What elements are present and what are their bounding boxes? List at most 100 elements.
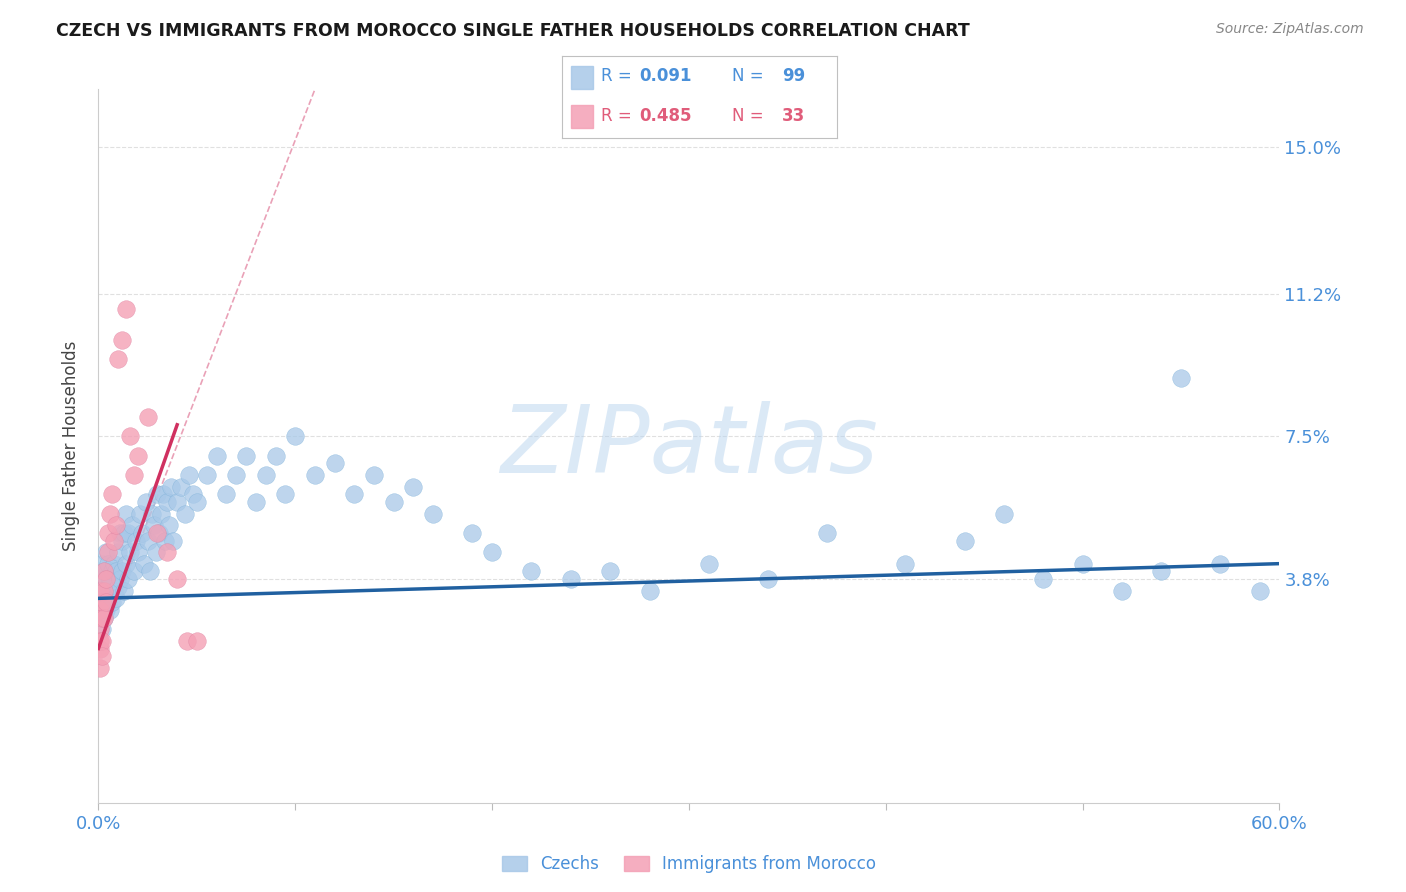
Point bbox=[91, 649, 114, 664]
Point bbox=[93, 610, 115, 624]
Point bbox=[93, 610, 115, 624]
Text: N =: N = bbox=[733, 107, 763, 125]
Text: 0.091: 0.091 bbox=[640, 67, 692, 86]
Point bbox=[93, 565, 115, 579]
Point bbox=[93, 591, 115, 606]
Point bbox=[195, 467, 218, 482]
Point bbox=[152, 487, 174, 501]
Point bbox=[215, 487, 238, 501]
Point bbox=[91, 622, 114, 636]
Point bbox=[186, 633, 208, 648]
Point bbox=[96, 572, 118, 586]
Point bbox=[1071, 557, 1094, 571]
Point bbox=[343, 487, 366, 501]
Point bbox=[815, 525, 838, 540]
Point bbox=[98, 572, 121, 586]
Point bbox=[96, 545, 118, 559]
Point bbox=[170, 479, 193, 493]
Point bbox=[89, 633, 111, 648]
Point bbox=[103, 533, 125, 548]
Point bbox=[993, 507, 1015, 521]
Point bbox=[128, 507, 150, 521]
Point bbox=[105, 518, 128, 533]
Point bbox=[304, 467, 326, 482]
Point bbox=[235, 449, 257, 463]
Point bbox=[105, 591, 128, 606]
Point bbox=[186, 495, 208, 509]
Point bbox=[89, 641, 111, 656]
Text: Source: ZipAtlas.com: Source: ZipAtlas.com bbox=[1216, 22, 1364, 37]
Text: ZIPatlas: ZIPatlas bbox=[501, 401, 877, 491]
Point bbox=[136, 410, 159, 425]
Point bbox=[97, 525, 120, 540]
Point bbox=[111, 533, 134, 548]
Point bbox=[125, 533, 148, 548]
Point bbox=[155, 533, 177, 548]
Point bbox=[1111, 583, 1133, 598]
Bar bbox=[571, 105, 592, 128]
Point bbox=[177, 467, 200, 482]
Y-axis label: Single Father Households: Single Father Households bbox=[62, 341, 80, 551]
Point bbox=[118, 545, 141, 559]
Point bbox=[162, 533, 184, 548]
Point bbox=[284, 429, 307, 443]
Point bbox=[156, 495, 179, 509]
Point bbox=[157, 518, 180, 533]
Point bbox=[107, 580, 129, 594]
Point bbox=[461, 525, 484, 540]
Point bbox=[156, 545, 179, 559]
Point bbox=[91, 610, 114, 624]
Point bbox=[98, 507, 121, 521]
Point bbox=[599, 565, 621, 579]
Point bbox=[520, 565, 543, 579]
Point bbox=[103, 583, 125, 598]
Point bbox=[97, 595, 120, 609]
Point bbox=[225, 467, 247, 482]
Point bbox=[264, 449, 287, 463]
Point bbox=[89, 603, 111, 617]
Point bbox=[89, 583, 111, 598]
Point bbox=[382, 495, 405, 509]
Point bbox=[101, 595, 124, 609]
Point bbox=[93, 565, 115, 579]
Point bbox=[115, 507, 138, 521]
Point bbox=[103, 557, 125, 571]
Point bbox=[150, 507, 173, 521]
Point bbox=[146, 525, 169, 540]
Point bbox=[127, 449, 149, 463]
Text: 0.485: 0.485 bbox=[640, 107, 692, 125]
Point bbox=[115, 557, 138, 571]
Text: CZECH VS IMMIGRANTS FROM MOROCCO SINGLE FATHER HOUSEHOLDS CORRELATION CHART: CZECH VS IMMIGRANTS FROM MOROCCO SINGLE … bbox=[56, 22, 970, 40]
Point bbox=[91, 595, 114, 609]
Point bbox=[108, 525, 131, 540]
Point bbox=[108, 572, 131, 586]
Text: R =: R = bbox=[600, 67, 637, 86]
Point bbox=[145, 545, 167, 559]
Point bbox=[481, 545, 503, 559]
Point bbox=[560, 572, 582, 586]
Point bbox=[756, 572, 779, 586]
Point bbox=[97, 580, 120, 594]
Point bbox=[96, 572, 118, 586]
Point bbox=[422, 507, 444, 521]
Point bbox=[121, 518, 143, 533]
Point bbox=[138, 565, 160, 579]
Point bbox=[402, 479, 425, 493]
Point bbox=[97, 545, 120, 559]
Point bbox=[136, 533, 159, 548]
Point bbox=[101, 565, 124, 579]
Point bbox=[953, 533, 976, 548]
Text: 33: 33 bbox=[782, 107, 806, 125]
Point bbox=[638, 583, 661, 598]
Point bbox=[697, 557, 720, 571]
Text: R =: R = bbox=[600, 107, 637, 125]
Point bbox=[323, 456, 346, 470]
Point bbox=[89, 661, 111, 675]
Point bbox=[1249, 583, 1271, 598]
Point bbox=[176, 633, 198, 648]
Point bbox=[96, 603, 118, 617]
Point bbox=[89, 603, 111, 617]
Point bbox=[91, 557, 114, 571]
Point bbox=[205, 449, 228, 463]
Point bbox=[135, 495, 157, 509]
